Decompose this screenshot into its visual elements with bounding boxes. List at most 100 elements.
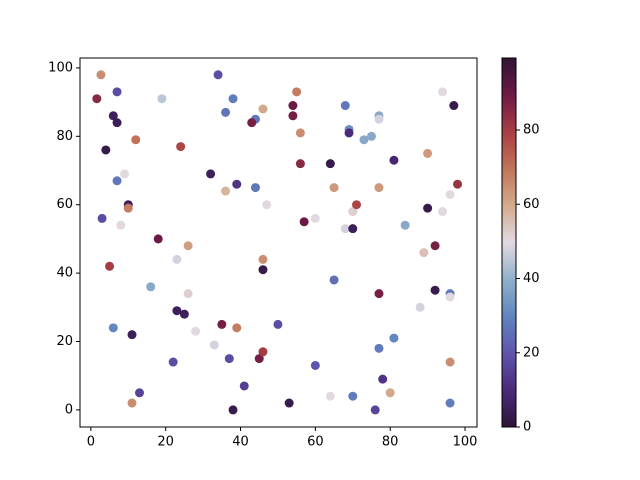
point	[112, 176, 122, 186]
point	[254, 354, 264, 364]
colorbar-tick-label: 80	[523, 123, 540, 138]
point	[340, 101, 350, 111]
plot-frame	[79, 57, 478, 428]
point	[423, 203, 433, 213]
y-tick-label: 0	[65, 402, 73, 417]
point	[310, 360, 320, 370]
point	[348, 391, 358, 401]
y-tick-label: 100	[48, 60, 73, 75]
point	[288, 111, 298, 121]
point	[423, 148, 433, 158]
y-tick-label: 40	[56, 266, 73, 281]
point	[445, 292, 455, 302]
point	[378, 374, 388, 384]
colorbar-tick-label: 40	[523, 271, 540, 286]
point	[329, 183, 339, 193]
point	[430, 241, 440, 251]
point	[239, 381, 249, 391]
point	[329, 275, 339, 285]
point	[92, 94, 102, 104]
x-tick-label: 100	[453, 435, 478, 450]
point	[258, 254, 268, 264]
point	[359, 135, 369, 145]
point	[224, 354, 234, 364]
point	[217, 319, 227, 329]
point	[232, 179, 242, 189]
point	[172, 254, 182, 264]
point	[366, 131, 376, 141]
point	[127, 398, 137, 408]
point	[438, 207, 448, 217]
x-tick-label: 0	[87, 435, 95, 450]
point	[288, 101, 298, 111]
point	[112, 118, 122, 128]
point	[325, 391, 335, 401]
x-tick-label: 40	[232, 435, 249, 450]
point	[146, 282, 156, 292]
colorbar-frame	[501, 57, 517, 428]
x-tick-label: 60	[307, 435, 324, 450]
point	[348, 224, 358, 234]
point	[295, 159, 305, 169]
colorbar-tick-label: 20	[523, 345, 540, 360]
point	[453, 179, 463, 189]
point	[385, 388, 395, 398]
point	[370, 405, 380, 415]
point	[445, 398, 455, 408]
point	[228, 405, 238, 415]
point	[258, 347, 268, 357]
point	[183, 241, 193, 251]
point	[108, 111, 118, 121]
point	[168, 357, 178, 367]
point	[352, 200, 362, 210]
point	[389, 333, 399, 343]
point	[232, 323, 242, 333]
point	[419, 248, 429, 258]
x-tick-label: 80	[382, 435, 399, 450]
point	[325, 159, 335, 169]
point	[299, 217, 309, 227]
point	[134, 388, 144, 398]
point	[191, 326, 201, 336]
point	[247, 118, 257, 128]
point	[172, 306, 182, 316]
point	[374, 289, 384, 299]
point	[127, 330, 137, 340]
point	[97, 213, 107, 223]
point	[206, 169, 216, 179]
point	[445, 357, 455, 367]
point	[284, 398, 294, 408]
point	[96, 70, 106, 80]
point	[374, 183, 384, 193]
point	[262, 200, 272, 210]
point	[374, 114, 384, 124]
point	[295, 128, 305, 138]
point	[344, 128, 354, 138]
point	[153, 234, 163, 244]
point	[374, 343, 384, 353]
point	[389, 155, 399, 165]
point	[179, 309, 189, 319]
point	[209, 340, 219, 350]
point	[340, 224, 350, 234]
point	[101, 145, 111, 155]
point	[438, 87, 448, 97]
colorbar-tick-label: 60	[523, 197, 540, 212]
point	[292, 87, 302, 97]
point	[157, 94, 167, 104]
point	[400, 220, 410, 230]
point	[221, 186, 231, 196]
point	[213, 70, 223, 80]
point	[131, 135, 141, 145]
y-tick-label: 80	[56, 129, 73, 144]
point	[116, 220, 126, 230]
point	[310, 213, 320, 223]
point	[445, 189, 455, 199]
x-tick-label: 20	[157, 435, 174, 450]
colorbar	[502, 58, 516, 427]
point	[176, 142, 186, 152]
point	[430, 285, 440, 295]
point	[112, 87, 122, 97]
point	[183, 289, 193, 299]
y-tick-label: 60	[56, 197, 73, 212]
